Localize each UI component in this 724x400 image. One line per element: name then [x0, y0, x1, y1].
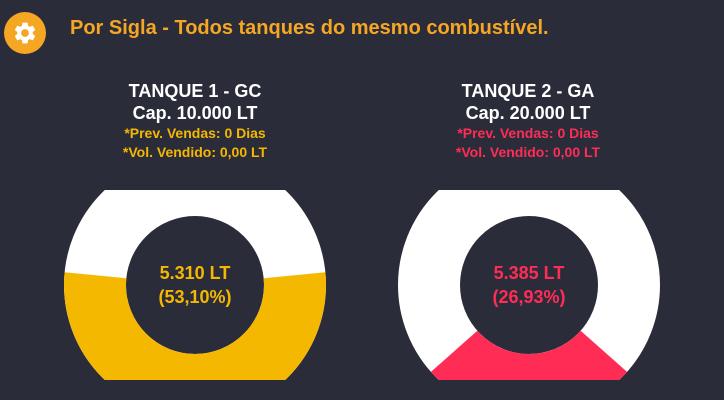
tank-capacity: Cap. 20.000 LT	[465, 103, 591, 123]
tank-2-level-gauge: 5.385 LT (26,93%)	[397, 190, 661, 380]
tank-prev-vendas: *Prev. Vendas: 0 Dias	[124, 125, 266, 141]
tank-1-info: TANQUE 1 - GC Cap. 10.000 LT *Prev. Vend…	[55, 80, 335, 162]
settings-button[interactable]	[4, 12, 46, 54]
tank-capacity: Cap. 10.000 LT	[132, 103, 258, 123]
tank-name: TANQUE 2 - GA	[461, 81, 595, 101]
gauge-fill-arc	[430, 329, 628, 380]
tank-1-level-gauge: 5.310 LT (53,10%)	[63, 190, 327, 380]
tank-2-info: TANQUE 2 - GA Cap. 20.000 LT *Prev. Vend…	[388, 80, 668, 162]
tank-prev-vendas: *Prev. Vendas: 0 Dias	[457, 125, 599, 141]
tank-1-donut	[64, 190, 326, 380]
gauge-center-label: 5.310 LT (53,10%)	[63, 190, 327, 380]
tank-volume: 5.385 LT	[493, 263, 565, 283]
tank-volume: 5.310 LT	[159, 263, 231, 283]
gauge-empty-ring	[398, 190, 660, 380]
header-bar: Por Sigla - Todos tanques do mesmo combu…	[0, 0, 724, 64]
tank-vol-vendido: *Vol. Vendido: 0,00 LT	[455, 144, 601, 160]
gauge-fill-arc	[64, 272, 326, 380]
tank-percent: (53,10%)	[158, 287, 232, 307]
tank-percent: (26,93%)	[492, 287, 566, 307]
gear-icon	[14, 22, 36, 44]
gauge-center-label: 5.385 LT (26,93%)	[397, 190, 661, 380]
tank-name: TANQUE 1 - GC	[128, 81, 262, 101]
tank-2-donut	[398, 190, 660, 380]
tank-vol-vendido: *Vol. Vendido: 0,00 LT	[122, 144, 268, 160]
page-title: Por Sigla - Todos tanques do mesmo combu…	[70, 17, 549, 39]
